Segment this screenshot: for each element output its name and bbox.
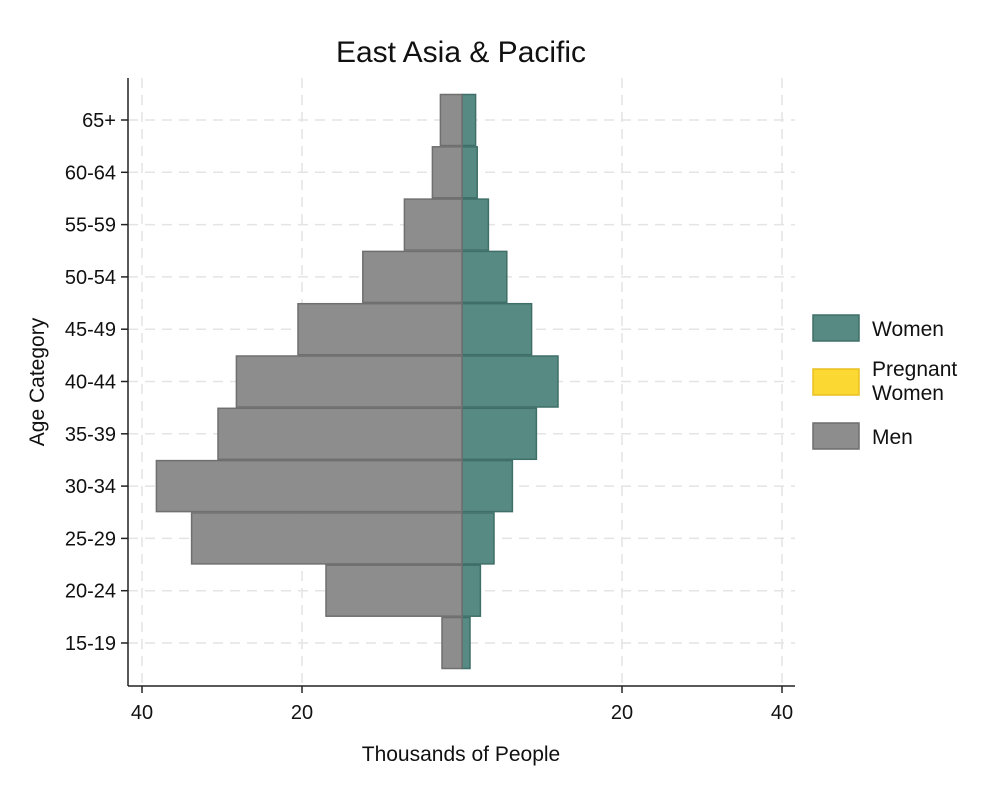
bar-women-15-19 <box>461 616 471 670</box>
y-tick-label: 55-59 <box>65 215 116 237</box>
bar-women-40-44 <box>461 355 559 408</box>
legend-label-line: Women <box>872 382 944 405</box>
bar-women-60-64 <box>461 146 478 199</box>
x-tick-label: 40 <box>131 702 153 724</box>
y-tick-label: 50-54 <box>65 267 116 289</box>
bar-men-35-39 <box>217 407 463 461</box>
legend-label: Women <box>872 318 944 341</box>
x-axis-label: Thousands of People <box>362 743 560 766</box>
y-axis-label: Age Category <box>26 317 49 446</box>
chart-title: East Asia & Pacific <box>336 36 586 69</box>
bar-women-45-49 <box>461 302 533 356</box>
bar-men-50-54 <box>362 250 463 304</box>
bar-women-25-29 <box>461 512 495 565</box>
x-tick-label: 20 <box>291 702 313 724</box>
y-tick-label: 60-64 <box>65 162 116 184</box>
legend-label: Men <box>872 426 913 449</box>
legend-label-line: Pregnant <box>872 358 957 381</box>
x-tick-label: 40 <box>771 702 793 724</box>
y-tick-label: 65+ <box>82 110 116 132</box>
legend-swatch <box>812 368 860 396</box>
bar-women-55-59 <box>461 198 490 251</box>
bar-men-30-34 <box>155 459 463 513</box>
legend-swatch <box>812 422 860 450</box>
y-tick-label: 35-39 <box>65 424 116 446</box>
y-tick-label: 20-24 <box>65 581 116 603</box>
bar-women-65+ <box>461 93 477 147</box>
y-tick-label: 30-34 <box>65 476 116 498</box>
y-tick-label: 25-29 <box>65 528 116 550</box>
x-tick-label: 20 <box>611 702 633 724</box>
bar-men-65+ <box>439 93 463 147</box>
legend-label-line: Women <box>872 318 944 341</box>
bar-women-50-54 <box>461 250 508 304</box>
bar-men-60-64 <box>431 146 463 199</box>
bars <box>155 93 559 670</box>
bar-men-15-19 <box>441 616 463 670</box>
bar-women-20-24 <box>461 564 482 617</box>
bar-women-35-39 <box>461 407 538 461</box>
bar-men-25-29 <box>190 512 463 565</box>
y-tick-label: 45-49 <box>65 319 116 341</box>
bar-men-40-44 <box>235 355 463 408</box>
axes: 15-19 20-24 25-29 30-34 35-39 40-44 45-49 50-54… <box>65 78 795 724</box>
bar-men-20-24 <box>325 564 463 617</box>
bar-women-30-34 <box>461 459 514 513</box>
legend-swatch <box>812 314 860 342</box>
y-tick-label: 40-44 <box>65 372 116 394</box>
legend-label: Pregnant Women <box>872 358 957 405</box>
bar-men-45-49 <box>297 302 463 356</box>
y-tick-label: 15-19 <box>65 633 116 655</box>
legend-label-line: Men <box>872 426 913 449</box>
bar-men-55-59 <box>403 198 463 251</box>
